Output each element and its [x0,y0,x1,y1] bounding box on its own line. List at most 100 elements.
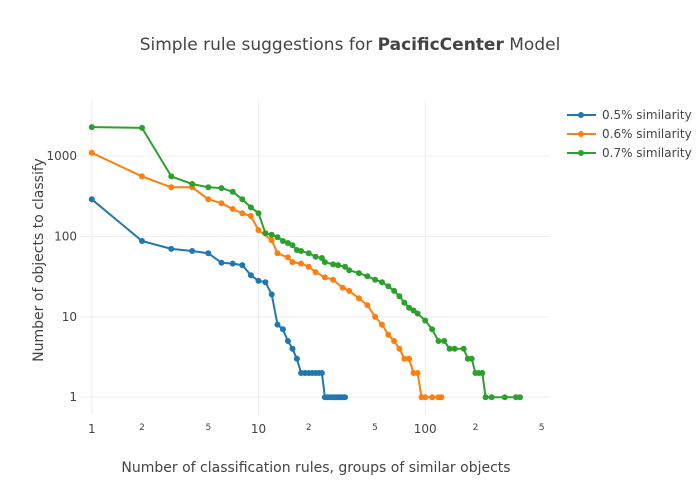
data-point [289,259,296,266]
data-point [318,255,325,261]
data-point [342,263,348,270]
data-point [284,338,291,344]
x-minor-tick-label: 2 [473,423,479,433]
legend-swatch-marker [578,150,584,156]
x-minor-tick-label: 2 [139,423,145,433]
data-point [339,284,346,291]
data-point [517,394,523,401]
data-point [318,370,325,376]
data-point [218,185,225,192]
data-point [305,263,312,270]
y-tick-label: 1 [69,390,77,404]
data-point [268,231,275,238]
data-point [501,394,508,401]
data-point [88,124,95,131]
legend-item[interactable]: 0.5% similarity [567,108,692,122]
data-point [321,259,328,266]
data-point [429,326,436,333]
data-point [355,295,362,302]
data-point [298,248,305,254]
legend: 0.5% similarity 0.6% similarity 0.7% simil… [567,108,692,160]
data-point [298,260,305,267]
data-point [168,173,175,180]
data-point [410,307,417,314]
legend-swatch-marker [578,131,584,137]
data-point [262,230,269,237]
data-point [468,355,475,362]
x-minor-tick-label: 5 [372,423,378,433]
data-point [229,260,236,267]
data-point [355,270,362,277]
x-minor-tick-label: 2 [306,423,312,433]
data-point [205,250,212,257]
legend-item[interactable]: 0.6% similarity [567,127,692,141]
data-point [284,254,291,261]
data-point [346,287,353,294]
data-point [372,313,379,320]
series-2 [88,149,445,401]
data-point [239,196,246,203]
data-point [205,196,212,203]
data-point [289,345,296,352]
data-point [422,317,429,324]
series-1 [88,196,348,401]
series-line [91,126,520,399]
x-tick-label: 100 [414,422,437,436]
x-tick-label: 1 [88,422,96,436]
data-point [391,338,398,344]
data-point [229,188,236,195]
data-point [406,355,413,362]
data-point [255,227,262,234]
data-point [396,345,403,352]
data-point [482,394,489,401]
data-point [330,261,337,268]
data-point [479,370,486,376]
legend-swatch-marker [578,112,584,118]
data-point [205,184,212,191]
data-point [218,259,225,266]
data-point [429,394,436,401]
data-point [168,245,175,252]
legend-item[interactable]: 0.7% similarity [567,146,692,160]
y-axis-title: Number of objects to classify [31,158,47,362]
x-minor-tick-label: 5 [205,423,211,433]
data-point [335,262,342,269]
data-point [451,345,458,352]
data-point [255,277,262,284]
data-point [379,321,385,328]
data-point [229,206,236,212]
data-point [255,210,262,217]
data-point [441,338,448,344]
data-point [247,204,254,211]
data-point [247,213,254,219]
y-tick-label: 1000 [46,149,77,163]
data-point [312,253,319,260]
tick-labels: 1 10 100 2 5 2 5 2 5 1 10 100 1000 [46,149,544,436]
data-point [88,149,95,156]
data-point [284,240,291,246]
data-point [364,273,371,280]
data-point [401,355,408,362]
chart-title: Simple rule suggestions for PacificCente… [140,35,561,55]
series-layer [88,124,523,401]
data-point [189,248,196,254]
data-point [321,274,328,281]
data-point [446,345,453,352]
data-point [414,370,421,376]
series-3 [88,124,523,401]
data-point [274,234,281,241]
data-point [488,394,495,401]
data-point [88,196,95,203]
data-point [262,279,269,286]
x-minor-tick-label: 5 [539,423,545,433]
data-point [330,276,337,283]
data-point [268,237,275,244]
x-axis-title: Number of classification rules, groups o… [121,460,510,476]
data-point [435,338,442,344]
data-point [460,345,467,352]
data-point [279,326,286,333]
data-point [168,184,175,191]
data-point [406,304,413,311]
legend-label: 0.6% similarity [602,127,692,141]
